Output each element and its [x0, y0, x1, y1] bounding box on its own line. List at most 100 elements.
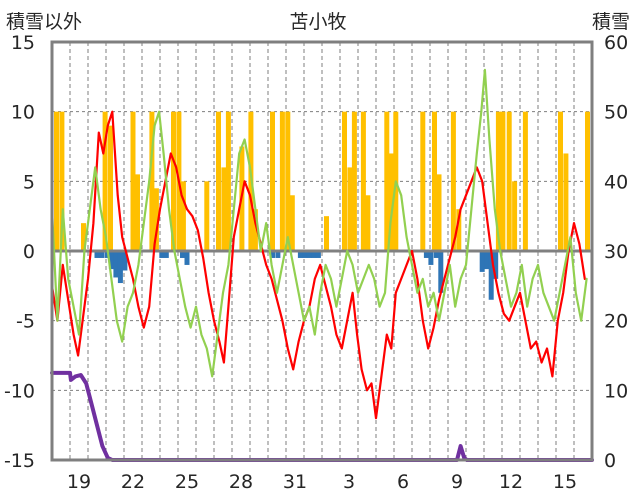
precip-bar	[252, 209, 258, 251]
sunshine-bar	[302, 251, 308, 258]
precip-bar	[289, 195, 295, 251]
x-tick-label: 15	[553, 471, 577, 493]
precip-bar	[180, 181, 186, 251]
y-right-tick-label: 60	[604, 32, 628, 54]
sunshine-bar	[104, 251, 110, 258]
precip-bar	[153, 188, 159, 251]
precip-bar	[221, 167, 227, 251]
y-left-tick-label: 10	[11, 102, 35, 124]
sunshine-bar	[159, 251, 165, 258]
precip-bar	[149, 111, 155, 252]
sunshine-bar	[113, 251, 119, 278]
precip-bar	[171, 111, 176, 252]
sunshine-bar	[297, 251, 303, 258]
x-tick-label: 3	[343, 471, 355, 493]
y-right-tick-label: 40	[604, 171, 628, 193]
sunshine-bar	[184, 251, 190, 265]
y-right-tick-label: 30	[604, 241, 628, 263]
y-left-tick-label: 5	[23, 171, 35, 193]
sunshine-bar	[306, 251, 312, 258]
y-left-tick-label: -5	[16, 311, 35, 333]
x-tick-label: 31	[283, 471, 307, 493]
plot-frame	[50, 40, 594, 462]
y-left-tick-label: -15	[4, 450, 35, 472]
sunshine-bar	[315, 251, 321, 258]
y-right-tick-label: 0	[604, 450, 616, 472]
red-series-line	[50, 110, 586, 420]
precip-bar	[342, 111, 347, 252]
sunshine-bar	[275, 251, 281, 258]
sunshine-bar	[270, 251, 275, 258]
sunshine-bar	[180, 251, 185, 258]
sunshine-bar	[484, 251, 490, 270]
precip-bar	[432, 111, 437, 252]
precip-bar	[130, 111, 136, 252]
precip-bar	[351, 111, 357, 252]
x-tick-label: 22	[121, 471, 145, 493]
y-left-tick-label: 0	[23, 241, 35, 263]
bars-layer	[52, 111, 592, 300]
precip-bar	[522, 111, 528, 252]
precip-bar	[450, 111, 456, 252]
precip-bar	[558, 111, 563, 252]
sunshine-bar	[438, 251, 444, 293]
snow-series-line	[50, 370, 594, 462]
precip-bar	[204, 181, 210, 251]
precip-bar	[500, 111, 506, 252]
sunshine-bar	[433, 251, 439, 258]
x-tick-label: 9	[451, 471, 463, 493]
left-axis-title: 積雪以外	[6, 11, 82, 33]
x-tick-label: 25	[175, 471, 199, 493]
sunshine-bar	[488, 251, 494, 300]
plot-border	[50, 40, 594, 462]
y-right-tick-label: 50	[604, 102, 628, 124]
x-tick-label: 28	[229, 471, 253, 493]
right-axis-title: 積雪	[592, 11, 630, 33]
sunshine-bar	[117, 251, 123, 284]
x-tick-label: 6	[397, 471, 409, 493]
sunshine-bar	[428, 251, 434, 265]
precip-bar	[59, 111, 65, 252]
precip-bar	[420, 111, 426, 252]
precip-bar	[225, 111, 231, 252]
precip-bar	[81, 223, 86, 251]
precip-bar	[495, 111, 501, 252]
precip-bar	[506, 111, 512, 252]
precip-bar	[102, 111, 108, 252]
precip-bar	[456, 209, 462, 251]
chart-title: 苫小牧	[289, 11, 346, 33]
y-right-tick-label: 20	[604, 311, 628, 333]
sunshine-bar	[122, 251, 128, 271]
x-tick-label: 19	[67, 471, 91, 493]
y-right-tick-label: 10	[604, 380, 628, 402]
precip-bar	[135, 174, 140, 251]
precip-bar	[285, 111, 291, 252]
precip-bar	[384, 111, 390, 252]
precip-bar	[512, 181, 518, 251]
sunshine-bar	[163, 251, 169, 258]
precip-bar	[360, 111, 366, 252]
precip-bar	[436, 174, 442, 251]
sunshine-bar	[94, 251, 100, 258]
y-left-tick-label: 15	[11, 32, 35, 54]
sunshine-bar	[493, 251, 499, 279]
sunshine-bar	[479, 251, 485, 272]
precip-bar	[365, 195, 371, 251]
lines-layer	[50, 68, 594, 462]
precip-bar	[279, 111, 285, 252]
precip-bar	[347, 167, 353, 251]
precip-bar	[54, 111, 59, 252]
precip-bar	[388, 153, 394, 251]
precip-bar	[108, 125, 113, 251]
sunshine-bar	[311, 251, 317, 258]
sunshine-bar	[108, 251, 114, 270]
sunshine-bar	[423, 251, 429, 258]
precip-bar	[216, 111, 221, 252]
precip-bar	[563, 153, 569, 251]
green-series-line	[50, 68, 588, 378]
precip-bar	[324, 216, 329, 251]
precip-bar	[270, 111, 275, 252]
x-tick-label: 12	[499, 471, 523, 493]
